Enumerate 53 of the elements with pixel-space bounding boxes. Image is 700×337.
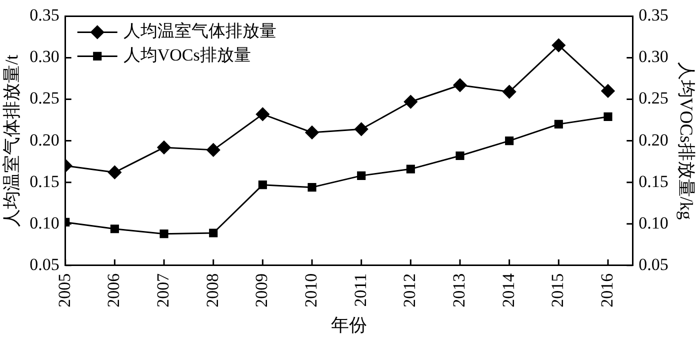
point (601, 84, 615, 98)
point (160, 230, 168, 238)
y2-axis-title: 人均VOCs排放量/kg (676, 62, 696, 220)
legend-label: 人均VOCs排放量 (123, 46, 251, 65)
x-axis-title: 年份 (331, 314, 367, 335)
y-tick-label: 0.25 (30, 88, 60, 108)
y-tick-label: 0.20 (30, 130, 60, 150)
point (258, 180, 267, 190)
point (354, 122, 368, 136)
x-tick-label: 2011 (350, 273, 370, 307)
point (404, 95, 418, 109)
y-tick-label: 0.10 (30, 213, 60, 232)
x-tick-label: 2005 (54, 273, 74, 308)
x-tick-label: 2009 (252, 273, 272, 308)
point (157, 140, 171, 154)
x-tick-label: 2006 (104, 273, 124, 308)
x-tick-label: 2007 (153, 272, 172, 308)
y-tick-label: 0.35 (30, 6, 60, 25)
x-tick-label: 2016 (597, 273, 616, 308)
point (552, 38, 566, 52)
point (209, 228, 218, 238)
point (453, 78, 467, 92)
point (554, 120, 563, 128)
y2-tick-label: 0.10 (638, 213, 668, 232)
y-tick-label: 0.30 (30, 47, 60, 66)
point (406, 164, 415, 174)
point (308, 183, 316, 192)
x-tick-label: 2010 (301, 273, 320, 308)
x-tick-label: 2013 (449, 273, 468, 308)
y-tick-label: 0.05 (30, 254, 60, 274)
point (456, 151, 464, 160)
point (505, 136, 514, 146)
y-axis-title: 人均温室气体排放量/t (2, 54, 22, 227)
x-tick-label: 2015 (548, 273, 568, 308)
y2-tick-label: 0.15 (638, 172, 668, 191)
y2-tick-label: 0.20 (638, 130, 668, 150)
legend-label: 人均温室气体排放量 (123, 22, 276, 41)
x-tick-label: 2012 (400, 273, 420, 308)
point (110, 224, 119, 234)
point (604, 112, 612, 121)
point (256, 107, 270, 121)
point (502, 85, 516, 99)
x-tick-label: 2014 (498, 272, 518, 308)
y2-tick-label: 0.35 (638, 6, 668, 25)
y-tick-label: 0.15 (30, 172, 60, 191)
y2-tick-label: 0.05 (638, 254, 668, 274)
y2-tick-label: 0.30 (638, 47, 668, 66)
point (357, 171, 366, 180)
point (206, 143, 220, 157)
point (108, 166, 122, 180)
point (305, 126, 319, 140)
y2-tick-label: 0.25 (638, 88, 668, 108)
x-tick-label: 2008 (202, 273, 222, 308)
